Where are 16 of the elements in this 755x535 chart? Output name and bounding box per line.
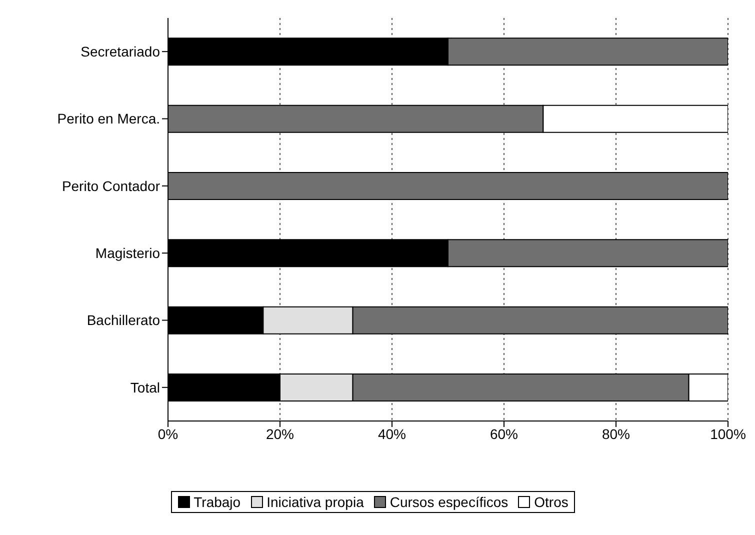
x-tick-label: 40% <box>378 426 406 442</box>
legend-label: Trabajo <box>194 494 241 510</box>
y-tick-label: Secretariado <box>80 44 160 60</box>
y-tick-label: Total <box>130 379 160 396</box>
y-tick-label: Magisterio <box>95 245 160 262</box>
x-tick-label: 100% <box>710 426 746 442</box>
y-tick-label: Perito Contador <box>62 178 160 194</box>
legend-label: Cursos específicos <box>390 494 508 510</box>
legend-label: Iniciativa propia <box>266 494 364 510</box>
x-tick-label: 60% <box>490 426 518 442</box>
y-tick-label: Perito en Merca. <box>57 110 160 127</box>
legend-label: Otros <box>534 494 568 510</box>
x-tick-label: 20% <box>266 426 294 442</box>
y-tick-label: Bachillerato <box>86 312 160 328</box>
x-tick-label: 80% <box>602 426 630 442</box>
x-tick-label: 0% <box>158 426 178 442</box>
